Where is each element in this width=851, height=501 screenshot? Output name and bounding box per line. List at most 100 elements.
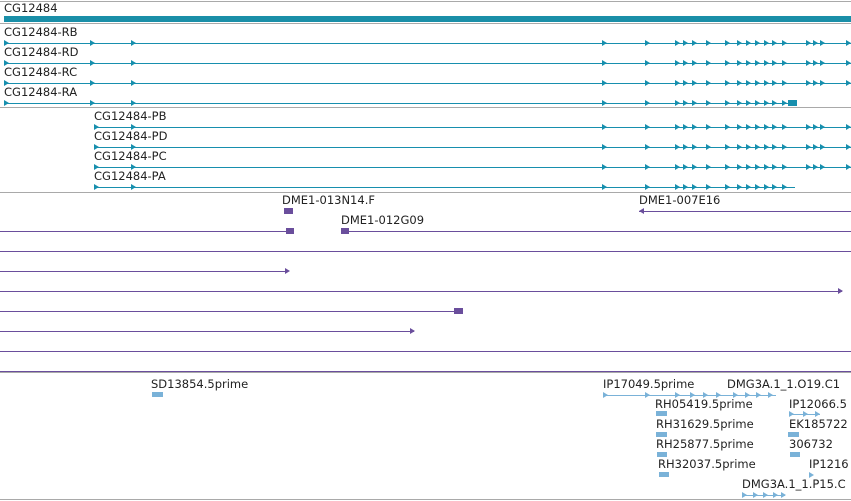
est-marker-dmg3a-p15-3	[773, 492, 778, 498]
protein-exon-marker-1-7	[725, 144, 730, 150]
exon-marker-2-18	[846, 80, 851, 86]
protein-exon-marker-3-3	[675, 184, 680, 190]
transcript-start-marker-2	[4, 80, 9, 86]
protein-exon-marker-0-3	[675, 124, 680, 130]
exon-marker-3-1	[131, 100, 136, 106]
est-block-sd13854	[152, 392, 163, 397]
exon-marker-2-4	[675, 80, 680, 86]
protein-exon-marker-0-16	[820, 124, 825, 130]
protein-exon-marker-0-11	[764, 124, 769, 130]
est-label-ek185722[interactable]: EK185722	[789, 417, 848, 431]
protein-exon-marker-0-15	[813, 124, 818, 130]
exon-marker-3-11	[755, 100, 760, 106]
exon-marker-1-15	[806, 60, 811, 66]
est-label-rh31629[interactable]: RH31629.5prime	[656, 417, 754, 431]
est-marker-ip17049-5	[716, 392, 721, 398]
protein-start-marker-0	[94, 124, 99, 130]
exon-marker-3-8	[725, 100, 730, 106]
exon-marker-0-18	[846, 40, 851, 46]
protein-label-pa[interactable]: CG12484-PA	[94, 169, 166, 183]
protein-label-pd[interactable]: CG12484-PD	[94, 129, 168, 143]
protein-exon-marker-3-11	[764, 184, 769, 190]
est-marker-ip17049-4	[703, 392, 708, 398]
est-label-rh25877[interactable]: RH25877.5prime	[656, 437, 754, 451]
protein-exon-marker-1-2	[645, 144, 650, 150]
est-label-ip12066[interactable]: IP12066.5	[789, 397, 847, 411]
protein-exon-marker-2-13	[782, 164, 787, 170]
protein-exon-marker-1-15	[813, 144, 818, 150]
exon-marker-1-10	[746, 60, 751, 66]
protein-exon-marker-3-6	[706, 184, 711, 190]
exon-marker-1-6	[692, 60, 697, 66]
gene-label[interactable]: CG12484	[4, 1, 58, 15]
est-label-rh32037[interactable]: RH32037.5prime	[658, 457, 756, 471]
clone-label-007e16[interactable]: DME1-007E16	[639, 193, 721, 207]
protein-exon-marker-3-5	[692, 184, 697, 190]
protein-exon-marker-2-8	[737, 164, 742, 170]
est-marker-ip12066-2	[815, 411, 820, 417]
protein-exon-marker-3-8	[737, 184, 742, 190]
protein-exon-marker-0-2	[645, 124, 650, 130]
est-label-306732[interactable]: 306732	[789, 437, 833, 451]
exon-marker-3-3	[645, 100, 650, 106]
protein-exon-marker-3-2	[645, 184, 650, 190]
exon-marker-0-7	[706, 40, 711, 46]
protein-exon-marker-2-14	[806, 164, 811, 170]
protein-exon-marker-0-1	[602, 124, 607, 130]
exon-marker-3-4	[675, 100, 680, 106]
protein-exon-marker-3-0	[131, 184, 136, 190]
exon-marker-1-13	[772, 60, 777, 66]
exon-marker-2-6	[692, 80, 697, 86]
exon-marker-0-11	[755, 40, 760, 46]
protein-exon-marker-1-14	[806, 144, 811, 150]
est-label-ip1216[interactable]: IP1216	[809, 457, 849, 471]
exon-marker-1-4	[675, 60, 680, 66]
exon-marker-1-8	[725, 60, 730, 66]
exon-marker-2-17	[820, 80, 825, 86]
exon-marker-0-1	[131, 40, 136, 46]
est-label-dmg3a-p15[interactable]: DMG3A.1_1.P15.C	[742, 477, 846, 491]
exon-marker-2-5	[683, 80, 688, 86]
est-label-dmg3a-o19[interactable]: DMG3A.1_1.O19.C1	[727, 377, 841, 391]
protein-exon-marker-2-2	[645, 164, 650, 170]
protein-exon-marker-1-5	[692, 144, 697, 150]
exon-marker-2-3	[645, 80, 650, 86]
protein-label-pb[interactable]: CG12484-PB	[94, 109, 167, 123]
transcript-label-rc[interactable]: CG12484-RC	[4, 65, 78, 79]
exon-marker-3-14	[782, 100, 787, 106]
est-label-rh05419[interactable]: RH05419.5prime	[655, 397, 753, 411]
protein-exon-marker-2-5	[692, 164, 697, 170]
est-label-ip17049[interactable]: IP17049.5prime	[603, 377, 695, 391]
exon-marker-0-16	[813, 40, 818, 46]
exon-marker-1-2	[602, 60, 607, 66]
exon-marker-3-2	[602, 100, 607, 106]
exon-marker-2-10	[746, 80, 751, 86]
protein-label-pc[interactable]: CG12484-PC	[94, 149, 167, 163]
transcript-label-ra[interactable]: CG12484-RA	[4, 85, 78, 99]
protein-exon-marker-0-14	[806, 124, 811, 130]
protein-exon-marker-2-10	[755, 164, 760, 170]
est-block-rh05419	[656, 411, 667, 416]
protein-exon-marker-1-16	[820, 144, 825, 150]
protein-exon-marker-0-12	[772, 124, 777, 130]
transcript-label-rb[interactable]: CG12484-RB	[4, 25, 78, 39]
exon-marker-3-7	[706, 100, 711, 106]
est-marker-dmg3a-p15-4	[781, 492, 786, 498]
exon-marker-1-11	[755, 60, 760, 66]
exon-marker-0-2	[602, 40, 607, 46]
transcript-label-rd[interactable]: CG12484-RD	[4, 45, 79, 59]
protein-exon-marker-2-4	[683, 164, 688, 170]
clone-label-012g09[interactable]: DME1-012G09	[341, 213, 425, 227]
protein-exon-marker-3-4	[683, 184, 688, 190]
protein-exon-marker-1-10	[755, 144, 760, 150]
transcript-start-marker-3	[4, 100, 9, 106]
est-marker-ip17049-2	[675, 392, 680, 398]
exon-marker-1-5	[683, 60, 688, 66]
protein-exon-marker-2-11	[764, 164, 769, 170]
est-marker-ip12066-1	[803, 411, 808, 417]
est-block-rh32037	[659, 472, 669, 477]
est-label-sd13854[interactable]: SD13854.5prime	[151, 377, 249, 391]
protein-exon-marker-0-6	[706, 124, 711, 130]
exon-marker-3-10	[746, 100, 751, 106]
clone-label-013n14[interactable]: DME1-013N14.F	[282, 193, 375, 207]
